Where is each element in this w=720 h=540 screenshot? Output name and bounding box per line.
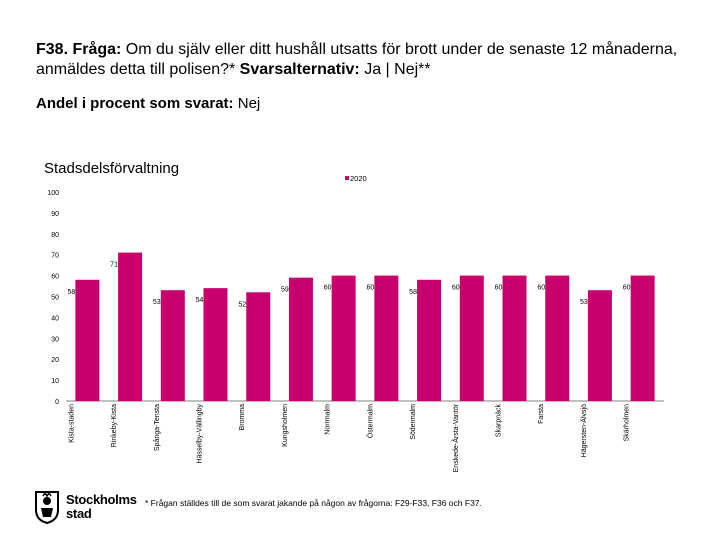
y-tick-label: 30 bbox=[51, 336, 59, 343]
category-label: Östermalm bbox=[366, 404, 374, 438]
bar bbox=[459, 275, 484, 401]
bar bbox=[288, 277, 313, 401]
category-label: Södermalm bbox=[410, 404, 417, 440]
alt-label: Svarsalternativ: bbox=[235, 61, 360, 78]
alt-text: Ja | Nej** bbox=[359, 61, 431, 78]
y-tick-label: 10 bbox=[51, 378, 59, 385]
logo-line-1: Stockholms bbox=[66, 492, 137, 507]
category-label: Spånga-Tensta bbox=[153, 404, 161, 451]
subtitle-label: Andel i procent som svarat: bbox=[36, 95, 234, 112]
y-tick-label: 50 bbox=[51, 295, 59, 302]
bar bbox=[331, 275, 356, 401]
title-text: Om du själv eller ditt hushåll utsatts f… bbox=[36, 41, 678, 78]
y-tick-label: 40 bbox=[51, 315, 59, 322]
y-tick-label: 70 bbox=[51, 253, 59, 260]
bar bbox=[587, 290, 612, 401]
subtitle: Andel i procent som svarat: Nej bbox=[36, 95, 260, 112]
bar bbox=[75, 279, 100, 401]
y-tick-label: 90 bbox=[51, 211, 59, 218]
bar bbox=[374, 275, 399, 401]
bar-value-label: 58 bbox=[67, 289, 75, 296]
y-tick-label: 0 bbox=[55, 399, 59, 406]
bar bbox=[417, 279, 442, 401]
chart-title: Stadsdelsförvaltning bbox=[44, 160, 180, 177]
title-prefix: F38. Fråga: bbox=[36, 41, 122, 58]
bar bbox=[203, 288, 228, 401]
bar-value-label: 59 bbox=[281, 287, 289, 294]
bar-value-label: 60 bbox=[495, 285, 503, 292]
logo-text: Stockholms stad bbox=[66, 493, 137, 521]
bar-value-label: 60 bbox=[324, 285, 332, 292]
legend-label: 2020 bbox=[350, 174, 367, 183]
bar bbox=[630, 275, 655, 401]
category-label: Hägersten-Älvsjö bbox=[580, 404, 588, 457]
category-label: Kungsholmen bbox=[282, 404, 289, 447]
bar-value-label: 60 bbox=[366, 285, 374, 292]
category-label: Skarpnäck bbox=[496, 404, 503, 438]
category-label: Rinkeby-Kista bbox=[111, 404, 118, 447]
legend-swatch bbox=[345, 176, 349, 180]
question-title: F38. Fråga: Om du själv eller ditt hushå… bbox=[36, 40, 706, 80]
bar-value-label: 58 bbox=[409, 289, 417, 296]
bar bbox=[246, 292, 271, 401]
bar-value-label: 54 bbox=[196, 297, 204, 304]
y-tick-label: 100 bbox=[47, 190, 59, 197]
category-label: Enskede-Årsta-Vantör bbox=[451, 403, 460, 472]
footnote: * Frågan ställdes till de som svarat jak… bbox=[145, 498, 482, 508]
bar-value-label: 53 bbox=[153, 299, 161, 306]
bar bbox=[502, 275, 527, 401]
bar-value-label: 53 bbox=[580, 299, 588, 306]
category-label: Hässelby-Vällingby bbox=[197, 404, 204, 464]
bar-value-label: 52 bbox=[238, 301, 246, 308]
category-label: Farsta bbox=[538, 404, 545, 424]
y-tick-label: 20 bbox=[51, 357, 59, 364]
y-tick-label: 60 bbox=[51, 274, 59, 281]
subtitle-value: Nej bbox=[233, 95, 261, 112]
category-label: Bromma bbox=[239, 404, 246, 431]
bar-value-label: 60 bbox=[452, 285, 460, 292]
bar bbox=[545, 275, 570, 401]
city-crest-icon bbox=[35, 491, 59, 525]
category-label: Skärholmen bbox=[624, 404, 631, 441]
bar bbox=[160, 290, 185, 401]
logo-line-2: stad bbox=[66, 506, 92, 521]
bar-value-label: 60 bbox=[537, 285, 545, 292]
y-tick-label: 80 bbox=[51, 232, 59, 239]
category-label: Kista-staden bbox=[68, 404, 75, 443]
category-label: Norrmalm bbox=[325, 404, 332, 435]
stockholm-logo: Stockholms stad bbox=[34, 490, 174, 526]
bar bbox=[118, 252, 143, 401]
bar-value-label: 71 bbox=[110, 262, 118, 269]
bar-value-label: 60 bbox=[623, 285, 631, 292]
